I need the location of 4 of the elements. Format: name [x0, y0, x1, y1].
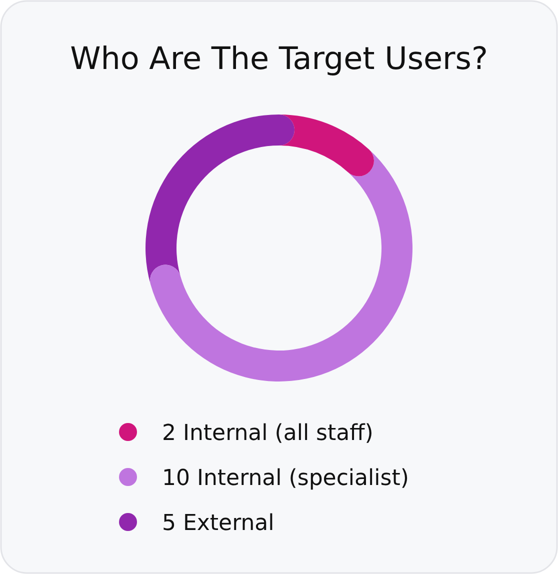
chart-title: Who Are The Target Users?: [70, 41, 488, 77]
legend-label: 2 Internal (all staff): [162, 421, 374, 446]
legend-label: 5 External: [162, 511, 274, 536]
legend-label: 10 Internal (specialist): [162, 466, 409, 491]
